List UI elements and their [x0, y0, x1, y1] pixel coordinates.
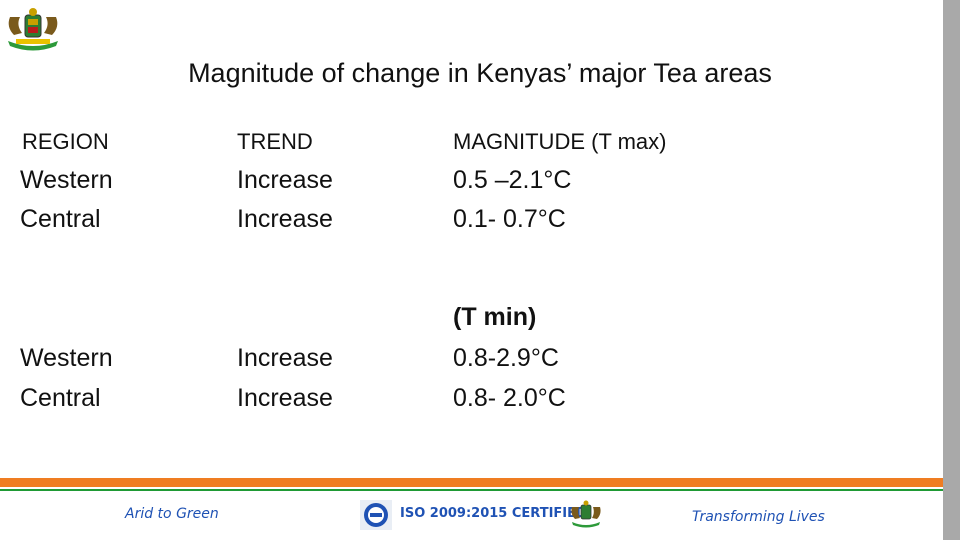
tmax-row-2-magnitude: 0.1- 0.7°C — [453, 205, 566, 233]
footer-left-slogan: Arid to Green — [125, 506, 219, 522]
tmin-row-1-region: Western — [20, 344, 113, 372]
footer-bar — [0, 491, 943, 540]
header-magnitude: MAGNITUDE (T max) — [453, 129, 667, 154]
tmax-row-1-region: Western — [20, 166, 113, 194]
footer-orange-band — [0, 478, 943, 487]
iso-certification-icon — [360, 500, 392, 530]
coat-of-arms-small-icon — [571, 500, 601, 528]
tmax-row-1-trend: Increase — [237, 166, 333, 194]
scrollbar[interactable] — [943, 0, 960, 540]
header-region: REGION — [22, 129, 109, 154]
footer-right-slogan: Transforming Lives — [692, 509, 825, 525]
slide-title: Magnitude of change in Kenyas’ major Tea… — [188, 58, 772, 88]
tmin-row-1-magnitude: 0.8-2.9°C — [453, 344, 559, 372]
tmax-row-2-trend: Increase — [237, 205, 333, 233]
tmax-row-2-region: Central — [20, 205, 101, 233]
iso-certification-text: ISO 2009:2015 CERTIFIED — [400, 506, 587, 521]
tmin-row-2-magnitude: 0.8- 2.0°C — [453, 384, 566, 412]
tmax-row-1-magnitude: 0.5 –2.1°C — [453, 166, 572, 194]
tmin-row-2-trend: Increase — [237, 384, 333, 412]
tmin-row-2-region: Central — [20, 384, 101, 412]
header-trend: TREND — [237, 129, 313, 154]
coat-of-arms-logo — [8, 8, 58, 51]
tmin-row-1-trend: Increase — [237, 344, 333, 372]
tmin-label: (T min) — [453, 303, 537, 331]
